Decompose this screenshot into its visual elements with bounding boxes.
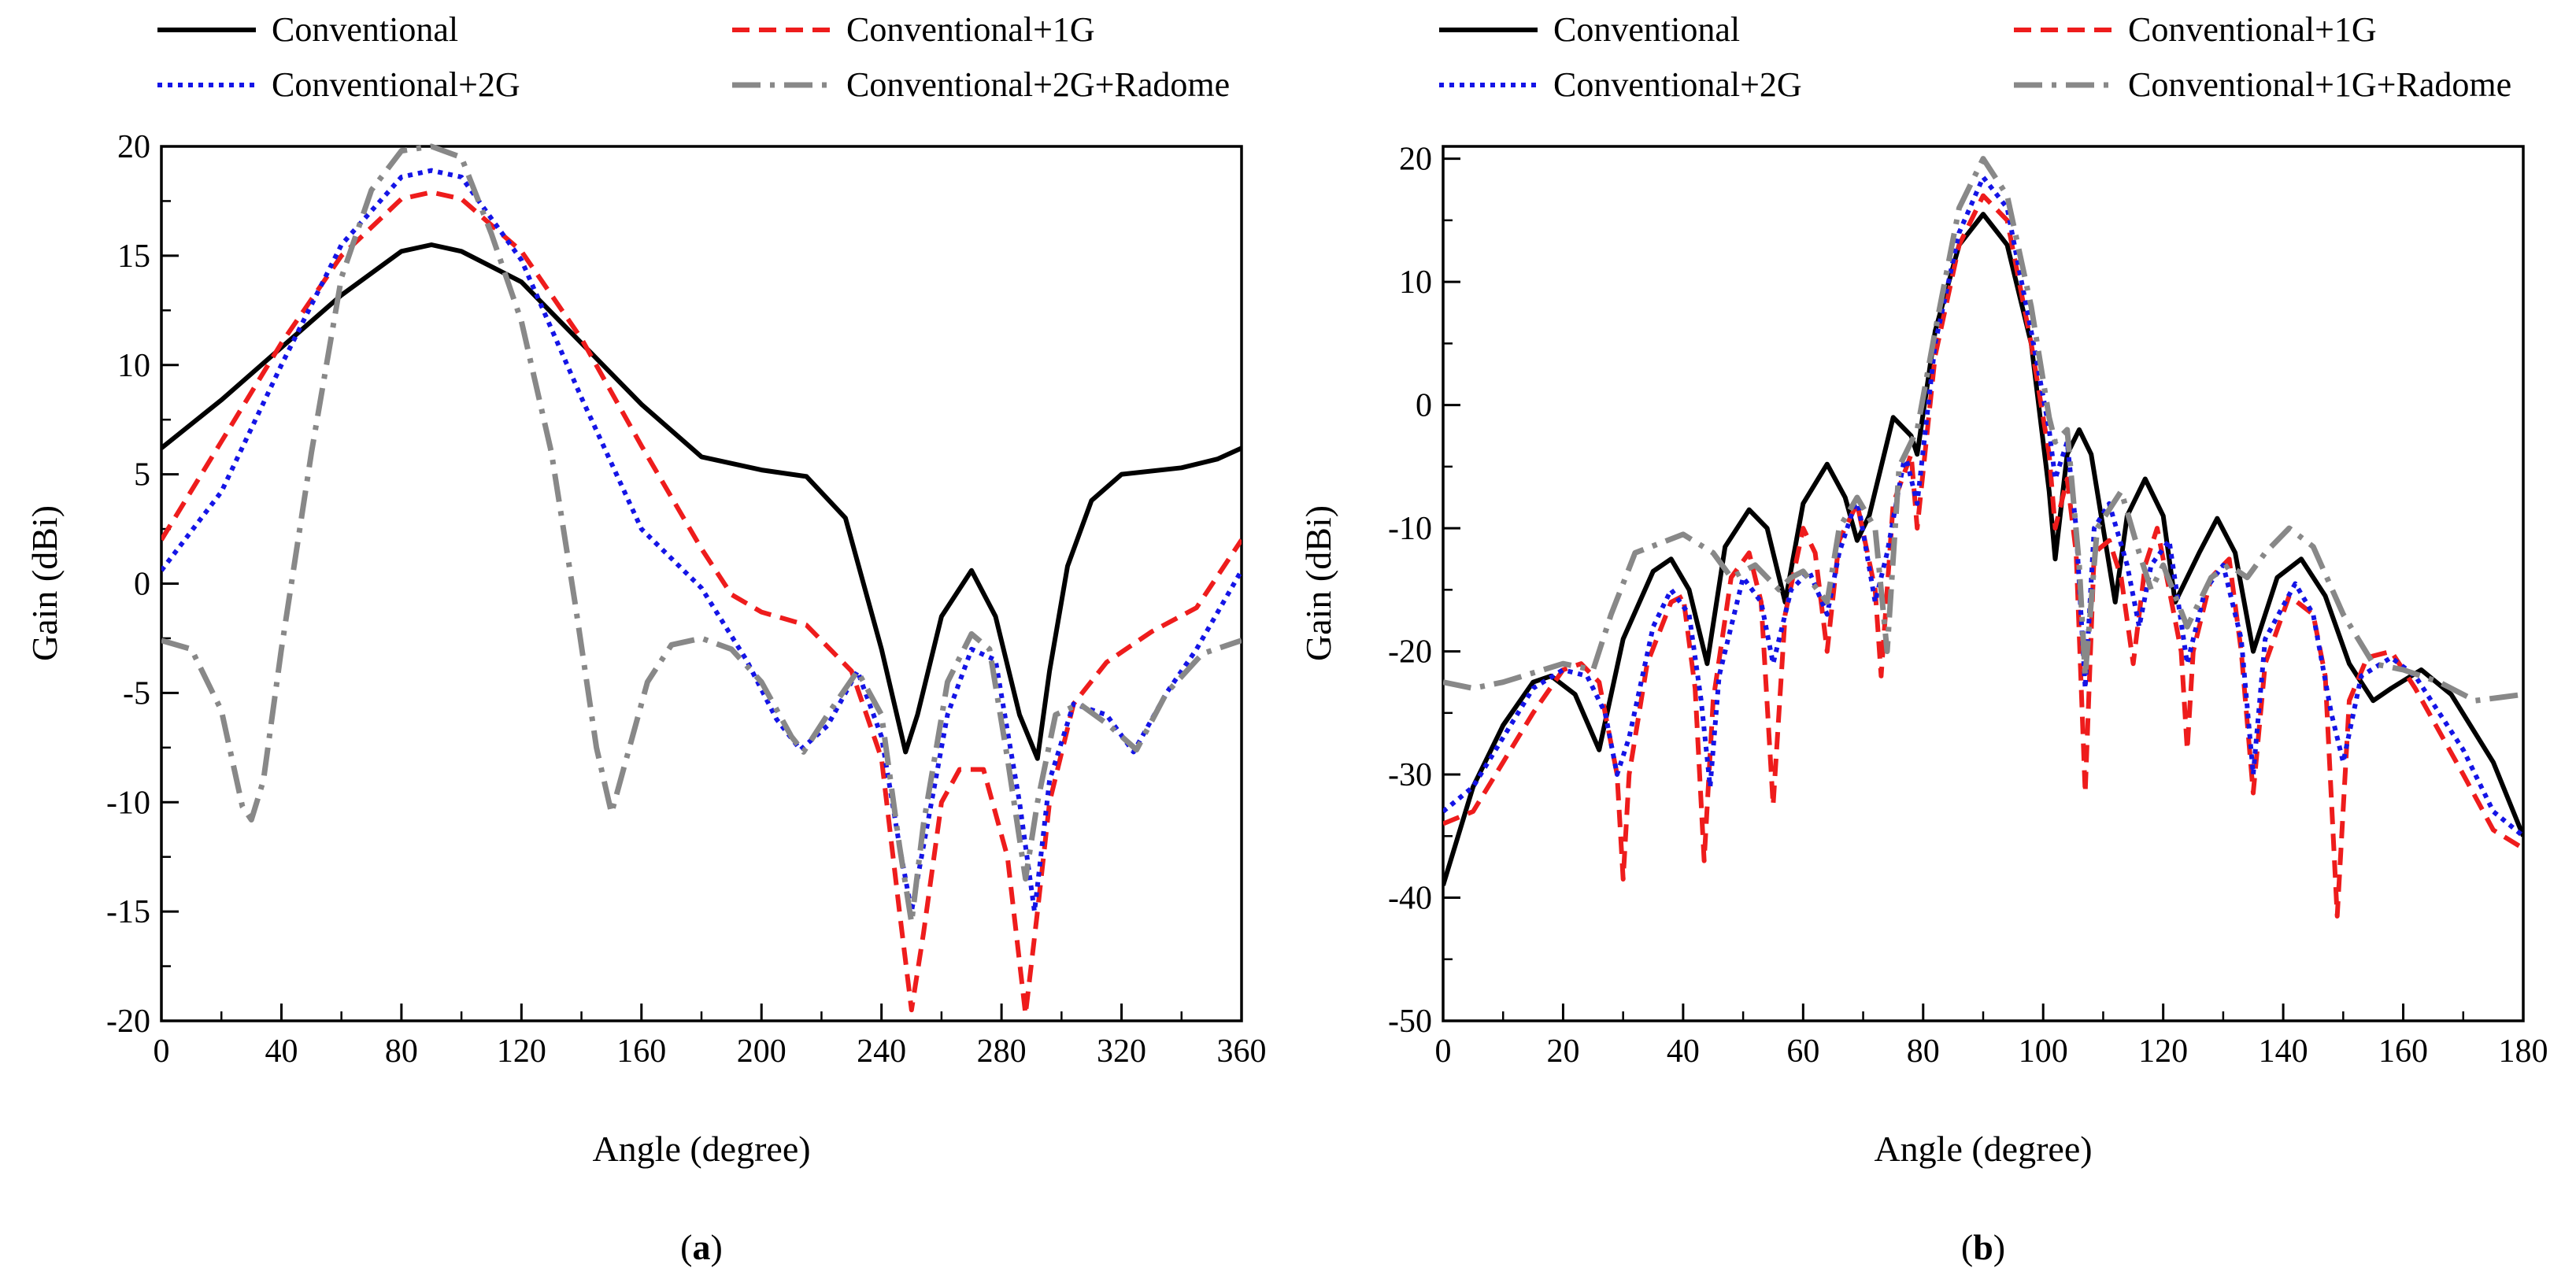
sub-caption-a: (a)	[680, 1227, 723, 1267]
y-tick-label-b: 10	[1399, 264, 1432, 301]
x-tick-label-b: 60	[1786, 1033, 1819, 1070]
sub-caption-b: (b)	[1961, 1227, 2005, 1267]
x-tick-label-a: 200	[737, 1033, 786, 1070]
x-tick-label-b: 180	[2499, 1033, 2548, 1070]
legend-b: Conventional Conventional+1G Conventional+…	[1439, 10, 2511, 104]
y-tick-label-a: -5	[123, 675, 150, 712]
y-tick-label-b: -20	[1388, 634, 1432, 671]
x-tick-label-a: 360	[1217, 1033, 1267, 1070]
y-ticks-a: -20 -15 -10 -5 0 5 10 15 20	[106, 129, 179, 1040]
x-tick-label-b: 160	[2378, 1033, 2428, 1070]
y-tick-label-a: -10	[106, 785, 150, 821]
sub-caption-letter-a: a	[693, 1227, 711, 1267]
x-tick-label-b: 140	[2259, 1033, 2308, 1070]
series-line-b-1	[1443, 212, 2523, 886]
y-axis-title-a: Gain (dBi)	[24, 505, 65, 661]
series-lines-a	[161, 143, 1242, 1017]
y-tick-label-b: -40	[1388, 881, 1432, 917]
y-tick-label-a: 0	[134, 567, 150, 603]
x-tick-label-a: 0	[154, 1033, 170, 1070]
plot-frame-b	[1442, 145, 2525, 1022]
x-tick-label-a: 280	[977, 1033, 1027, 1070]
x-tick-label-b: 0	[1435, 1033, 1452, 1070]
x-tick-label-a: 40	[265, 1033, 298, 1070]
y-tick-label-b: 0	[1416, 388, 1432, 424]
legend-label-a-2: Conventional+1G	[846, 10, 1095, 49]
y-tick-label-a: -15	[106, 894, 150, 930]
plot-frame-a	[160, 145, 1243, 1022]
x-ticks-a: 0 40 80 120 160 200 240 280 320 360	[154, 1004, 1267, 1070]
y-tick-label-a: 15	[117, 238, 150, 275]
y-tick-label-a: 10	[117, 348, 150, 384]
y-axis-title-b: Gain (dBi)	[1298, 505, 1338, 661]
series-lines-b	[1443, 156, 2523, 919]
legend-label-a-3: Conventional+2G	[272, 65, 520, 104]
x-tick-label-a: 320	[1097, 1033, 1146, 1070]
y-tick-label-b: -30	[1388, 757, 1432, 793]
x-tick-label-b: 80	[1907, 1033, 1940, 1070]
x-axis-title-a: Angle (degree)	[592, 1129, 810, 1169]
x-tick-label-a: 120	[497, 1033, 546, 1070]
legend-label-b-1: Conventional	[1553, 10, 1740, 49]
x-tick-label-a: 80	[385, 1033, 418, 1070]
series-line-a-1	[161, 242, 1242, 761]
y-tick-label-b: -10	[1388, 511, 1432, 547]
legend-a: Conventional Conventional+1G Conventional+…	[157, 10, 1230, 104]
y-ticks-b: -50 -40 -30 -20 -10 0 10 20	[1388, 142, 1460, 1040]
panel-b: Conventional Conventional+1G Conventional+…	[1298, 10, 2548, 1267]
series-line-b-3	[1443, 175, 2523, 838]
legend-label-b-4: Conventional+1G+Radome	[2128, 65, 2511, 104]
legend-label-a-1: Conventional	[272, 10, 458, 49]
x-ticks-b: 0 20 40 60 80 100 120 140 160 180	[1435, 1004, 2548, 1070]
y-tick-label-a: 5	[134, 457, 150, 493]
x-tick-label-b: 100	[2019, 1033, 2068, 1070]
legend-label-b-3: Conventional+2G	[1553, 65, 1802, 104]
x-tick-label-b: 20	[1546, 1033, 1579, 1070]
x-axis-title-b: Angle (degree)	[1874, 1129, 2092, 1169]
y-tick-label-b: 20	[1399, 142, 1432, 178]
x-tick-label-a: 160	[616, 1033, 666, 1070]
y-tick-label-b: -50	[1388, 1004, 1432, 1040]
series-line-a-2	[161, 190, 1242, 1017]
y-tick-label-a: -20	[106, 1004, 150, 1040]
legend-label-b-2: Conventional+1G	[2128, 10, 2377, 49]
legend-label-a-4: Conventional+2G+Radome	[846, 65, 1230, 104]
y-tick-label-a: 20	[117, 129, 150, 165]
x-tick-label-a: 240	[857, 1033, 906, 1070]
series-line-b-2	[1443, 193, 2523, 919]
x-tick-label-b: 40	[1667, 1033, 1700, 1070]
series-line-b-4	[1443, 156, 2523, 704]
sub-caption-letter-b: b	[1973, 1227, 1993, 1267]
panel-a: Conventional Conventional+1G Conventional+…	[24, 10, 1267, 1267]
x-tick-label-b: 120	[2138, 1033, 2188, 1070]
